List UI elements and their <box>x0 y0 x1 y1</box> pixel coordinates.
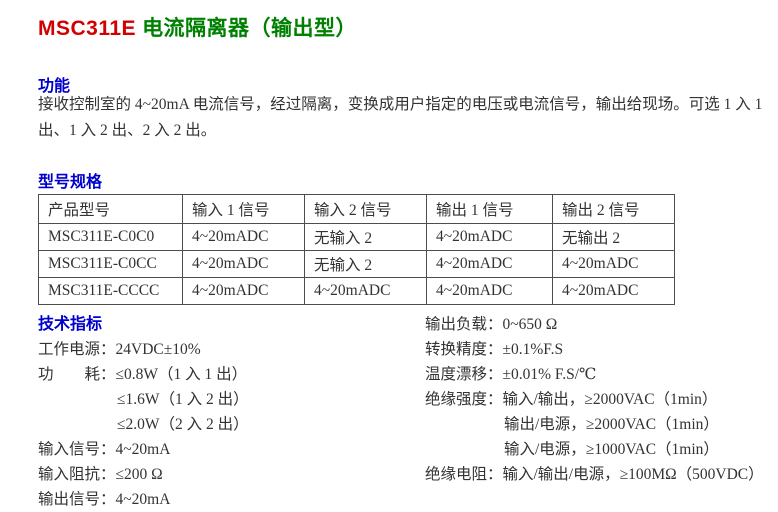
table-cell: 4~20mADC <box>426 223 553 251</box>
table-cell: 4~20mADC <box>182 223 305 251</box>
table-header-cell: 输出 2 信号 <box>552 194 675 224</box>
spec-line-temperature-drift: 温度漂移：±0.01% F.S/℃ <box>425 366 597 383</box>
table-cell: MSC311E-CCCC <box>38 277 183 305</box>
model-spec-table: 产品型号 输入 1 信号 输入 2 信号 输出 1 信号 输出 2 信号 MSC… <box>38 194 675 305</box>
table-cell: 无输入 2 <box>304 223 427 251</box>
spec-line-output-load: 输出负载：0~650 Ω <box>425 316 558 333</box>
section-heading-tech-spec: 技术指标 <box>38 316 103 333</box>
function-paragraph: 接收控制室的 4~20mA 电流信号，经过隔离，变换成用户指定的电压或电流信号，… <box>38 92 778 144</box>
spec-line-power-consumption: 功 耗：≤0.8W（1 入 1 出） <box>38 366 248 383</box>
table-row: MSC311E-C0CC 4~20mADC 无输入 2 4~20mADC 4~2… <box>38 250 675 278</box>
function-paragraph-line: 出、1 入 2 出、2 入 2 出。 <box>38 122 217 139</box>
table-header-cell: 输出 1 信号 <box>426 194 553 224</box>
table-cell: 无输出 2 <box>552 223 675 251</box>
table-cell: MSC311E-C0CC <box>38 250 183 278</box>
section-heading-model-spec: 型号规格 <box>38 174 103 191</box>
table-cell: 4~20mADC <box>182 250 305 278</box>
table-cell: 4~20mADC <box>182 277 305 305</box>
spec-line-insulation-strength: 绝缘强度：输入/输出，≥2000VAC（1min） <box>425 391 718 408</box>
function-paragraph-line: 接收控制室的 4~20mA 电流信号，经过隔离，变换成用户指定的电压或电流信号，… <box>38 96 763 113</box>
table-header-cell: 输入 1 信号 <box>182 194 305 224</box>
table-row: MSC311E-C0C0 4~20mADC 无输入 2 4~20mADC 无输出… <box>38 223 675 251</box>
table-cell: 4~20mADC <box>426 277 553 305</box>
table-cell: 4~20mADC <box>552 250 675 278</box>
spec-line-input-signal: 输入信号：4~20mA <box>38 441 171 458</box>
spec-line-power-consumption-cont: ≤1.6W（1 入 2 出） <box>117 391 249 408</box>
table-header-cell: 输入 2 信号 <box>304 194 427 224</box>
tech-spec-left-column: 技术指标 工作电源：24VDC±10% 功 耗：≤0.8W（1 入 1 出） ≤… <box>38 312 418 512</box>
table-cell: 4~20mADC <box>552 277 675 305</box>
spec-line-insulation-resistance: 绝缘电阻：输入/输出/电源，≥100MΩ（500VDC） <box>425 466 764 483</box>
product-name-text: 电流隔离器（输出型） <box>142 17 358 40</box>
spec-line-input-impedance: 输入阻抗：≤200 Ω <box>38 466 163 483</box>
table-row: MSC311E-CCCC 4~20mADC 4~20mADC 4~20mADC … <box>38 277 675 305</box>
page-title: MSC311E 电流隔离器（输出型） <box>38 12 357 42</box>
table-header-cell: 产品型号 <box>38 194 183 224</box>
spec-line-power-supply: 工作电源：24VDC±10% <box>38 341 201 358</box>
spec-line-power-consumption-cont: ≤2.0W（2 入 2 出） <box>117 416 249 433</box>
table-cell: MSC311E-C0C0 <box>38 223 183 251</box>
product-model-text: MSC311E <box>38 17 137 40</box>
section-heading-function: 功能 <box>38 78 71 95</box>
spec-line-conversion-accuracy: 转换精度：±0.1%F.S <box>425 341 564 358</box>
table-cell: 无输入 2 <box>304 250 427 278</box>
spec-line-insulation-strength-cont: 输入/电源，≥1000VAC（1min） <box>504 441 719 458</box>
table-cell: 4~20mADC <box>426 250 553 278</box>
spec-line-output-signal: 输出信号：4~20mA <box>38 491 171 508</box>
tech-spec-right-column: 输出负载：0~650 Ω 转换精度：±0.1%F.S 温度漂移：±0.01% F… <box>425 312 778 487</box>
model-spec-table-container: 产品型号 输入 1 信号 输入 2 信号 输出 1 信号 输出 2 信号 MSC… <box>38 194 675 305</box>
spec-line-insulation-strength-cont: 输出/电源，≥2000VAC（1min） <box>504 416 719 433</box>
table-cell: 4~20mADC <box>304 277 427 305</box>
table-header-row: 产品型号 输入 1 信号 输入 2 信号 输出 1 信号 输出 2 信号 <box>38 194 675 224</box>
